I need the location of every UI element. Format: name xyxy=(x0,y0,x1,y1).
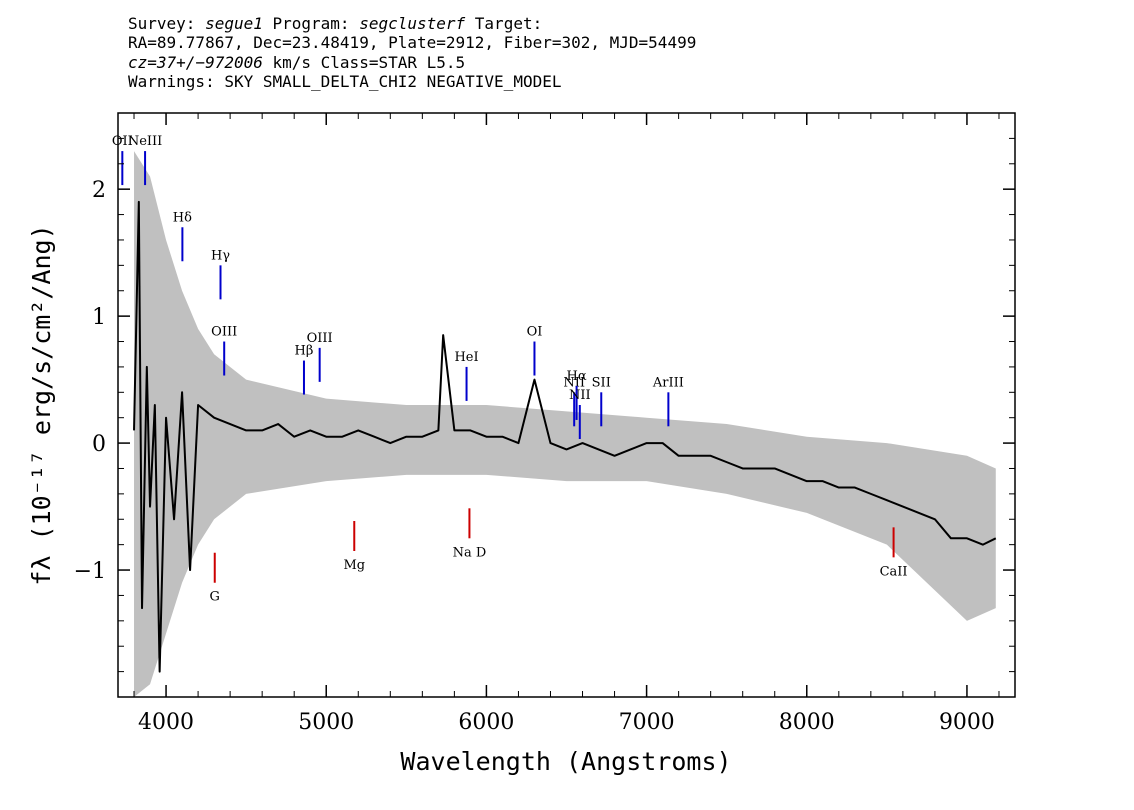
absorption-line-label: G xyxy=(210,590,220,605)
header-line-coords: RA=89.77867, Dec=23.48419, Plate=2912, F… xyxy=(128,33,697,53)
emission-line-label: OIII xyxy=(307,331,333,346)
y-tick-label: 0 xyxy=(92,432,106,457)
error-band xyxy=(134,151,996,697)
header-line-warnings: Warnings: SKY SMALL_DELTA_CHI2 NEGATIVE_… xyxy=(128,72,562,92)
x-tick-label: 4000 xyxy=(138,710,194,735)
emission-line-label: ArIII xyxy=(652,375,684,390)
redshift-class: km/s Class=STAR L5.5 xyxy=(262,52,466,72)
absorption-line-label: CaII xyxy=(880,564,908,579)
emission-line-label: SII xyxy=(592,375,611,390)
emission-line-label: Hδ xyxy=(173,210,192,225)
emission-line-label: NII xyxy=(563,375,585,390)
y-tick-label: 1 xyxy=(92,305,106,330)
emission-line-label: HeI xyxy=(454,350,478,365)
emission-line-label: OI xyxy=(527,325,543,340)
axis-ticks: 4000 5000 6000 7000 8000 9000 −1 0 1 2 xyxy=(74,112,1015,735)
flux-layer xyxy=(133,200,997,673)
emission-line-label: OII xyxy=(112,134,133,149)
emission-line-label: Hβ xyxy=(295,344,314,359)
x-tick-label: 8000 xyxy=(779,710,835,735)
x-tick-label: 9000 xyxy=(939,710,995,735)
flux-series-line xyxy=(133,200,997,673)
x-tick-label: 5000 xyxy=(298,710,354,735)
emission-line-label: NII xyxy=(569,388,591,403)
x-tick-label: 6000 xyxy=(458,710,514,735)
y-tick-label: 2 xyxy=(92,178,106,203)
spectrum-header: Survey: segue1 Program: segclusterf Targ… xyxy=(128,14,696,92)
error-band-layer xyxy=(134,151,996,697)
redshift-value: cz=37+/−972006 xyxy=(128,52,263,72)
y-tick-label: −1 xyxy=(74,559,106,584)
program-name: segclusterf xyxy=(359,14,466,33)
emission-line-label: OIII xyxy=(211,325,237,340)
x-tick-label: 7000 xyxy=(619,710,675,735)
emission-line-label: NeIII xyxy=(128,134,162,149)
y-axis-title: fλ (10⁻¹⁷ erg/s/cm²/Ang) xyxy=(27,224,56,585)
survey-name: segue1 xyxy=(205,14,263,33)
absorption-line-label: Na D xyxy=(453,545,487,560)
absorption-line-label: Mg xyxy=(343,558,365,573)
emission-line-label: Hα xyxy=(567,369,587,384)
header-line-survey: Survey: segue1 Program: segclusterf Targ… xyxy=(128,14,543,33)
plot-frame xyxy=(117,112,1016,698)
x-axis-title: Wavelength (Angstroms) xyxy=(400,747,731,776)
emission-line-label: Hγ xyxy=(211,248,230,263)
header-line-redshift: cz=37+/−972006 km/s Class=STAR L5.5 xyxy=(128,53,696,72)
